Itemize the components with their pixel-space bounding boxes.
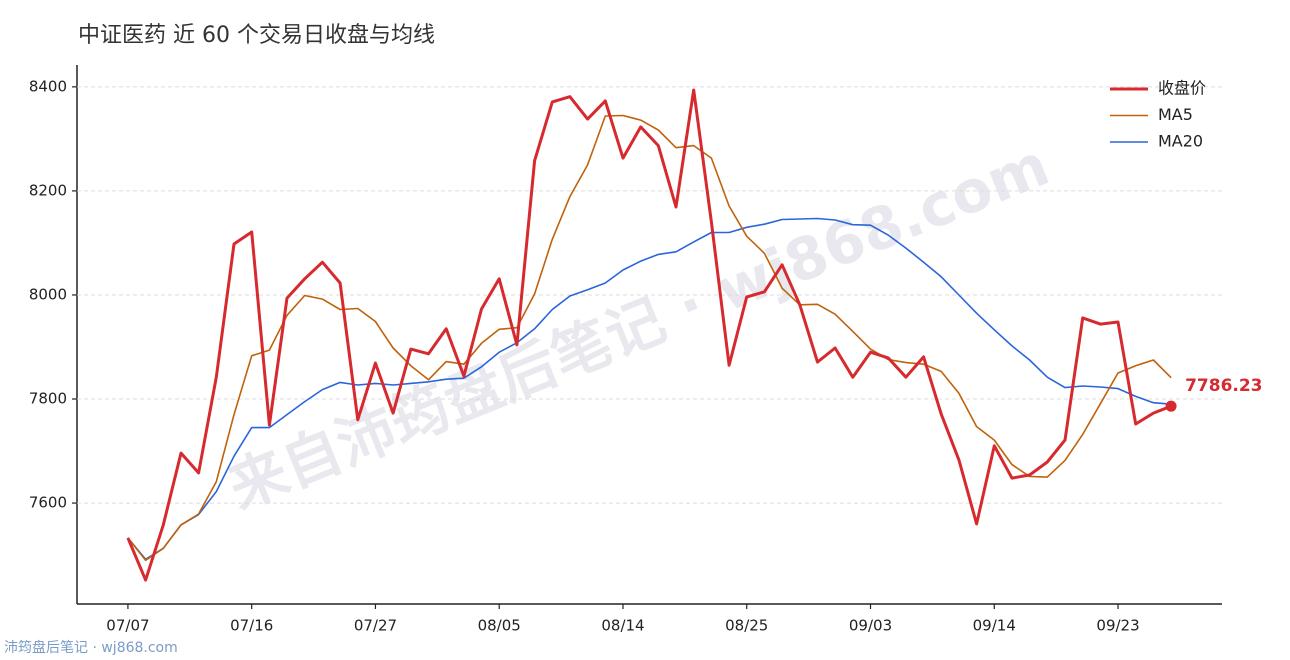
x-tick-label: 07/27 [354,617,397,635]
x-tick-label: 09/23 [1096,617,1139,635]
x-tick-label: 09/14 [973,617,1016,635]
x-tick-label: 07/07 [106,617,149,635]
y-tick-label: 8400 [29,77,67,95]
x-tick-label: 08/14 [601,617,644,635]
chart-title: 中证医药 近 60 个交易日收盘与均线 [78,23,435,48]
legend-label: 收盘价 [1158,79,1206,98]
series-line [127,217,1172,561]
footer: 沛筠盘后笔记 · wj868.com [4,639,178,656]
y-tick-label: 8000 [29,285,67,303]
legend-label: MA20 [1158,132,1203,151]
legend-label: MA5 [1158,105,1193,124]
x-tick-label: 08/25 [725,617,768,635]
y-tick-label: 7800 [29,390,67,408]
last-value-label: 7786.23 [1185,376,1262,396]
x-tick-label: 07/16 [230,617,273,635]
y-tick-label: 7600 [29,494,67,512]
x-tick-label: 08/05 [478,617,521,635]
x-tick-label: 09/03 [849,617,892,635]
series-line [126,88,1172,582]
series-line [127,114,1172,562]
last-point [1165,400,1177,412]
y-tick-label: 8200 [29,181,67,199]
